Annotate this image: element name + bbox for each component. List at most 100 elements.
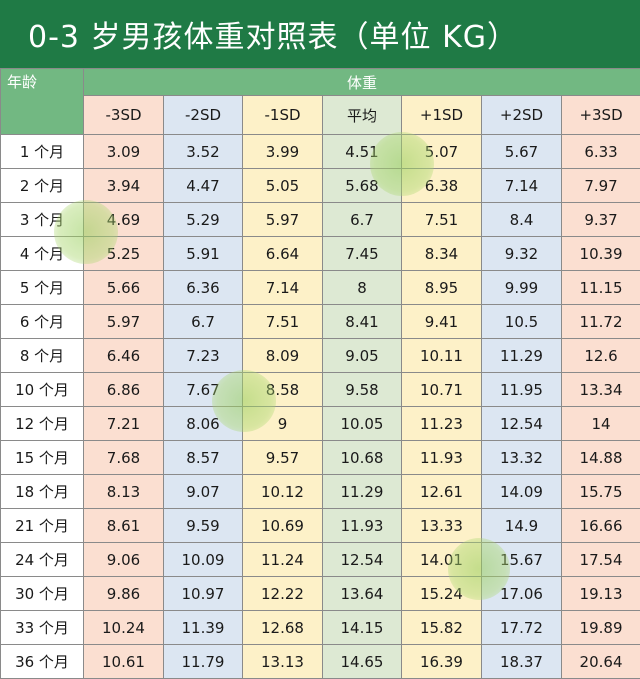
weight-value-cell: 10.68 <box>323 441 402 475</box>
weight-value-cell: 11.79 <box>164 645 243 679</box>
weight-value-cell: 7.67 <box>164 373 243 407</box>
weight-value-cell: 7.21 <box>84 407 164 441</box>
weight-value-cell: 9.57 <box>243 441 323 475</box>
weight-value-cell: 10.71 <box>402 373 482 407</box>
weight-value-cell: 3.99 <box>243 135 323 169</box>
weight-value-cell: 7.68 <box>84 441 164 475</box>
weight-value-cell: 6.7 <box>323 203 402 237</box>
weight-value-cell: 10.12 <box>243 475 323 509</box>
age-cell: 15 个月 <box>1 441 84 475</box>
weight-value-cell: 11.39 <box>164 611 243 645</box>
age-cell: 4 个月 <box>1 237 84 271</box>
weight-value-cell: 16.66 <box>562 509 640 543</box>
weight-value-cell: 7.97 <box>562 169 640 203</box>
age-cell: 21 个月 <box>1 509 84 543</box>
weight-value-cell: 11.23 <box>402 407 482 441</box>
age-cell: 18 个月 <box>1 475 84 509</box>
weight-value-cell: 5.97 <box>84 305 164 339</box>
weight-value-cell: 8 <box>323 271 402 305</box>
weight-value-cell: 13.32 <box>482 441 562 475</box>
weight-value-cell: 10.11 <box>402 339 482 373</box>
weight-value-cell: 9.99 <box>482 271 562 305</box>
weight-value-cell: 7.14 <box>243 271 323 305</box>
weight-value-cell: 11.15 <box>562 271 640 305</box>
weight-value-cell: 9.05 <box>323 339 402 373</box>
weight-value-cell: 6.46 <box>84 339 164 373</box>
weight-value-cell: 12.22 <box>243 577 323 611</box>
weight-value-cell: 5.05 <box>243 169 323 203</box>
weight-value-cell: 9.41 <box>402 305 482 339</box>
weight-value-cell: 13.64 <box>323 577 402 611</box>
weight-value-cell: 6.64 <box>243 237 323 271</box>
weight-value-cell: 8.13 <box>84 475 164 509</box>
weight-value-cell: 4.69 <box>84 203 164 237</box>
sd-column-header: -1SD <box>243 96 323 135</box>
weight-value-cell: 8.57 <box>164 441 243 475</box>
weight-value-cell: 9.07 <box>164 475 243 509</box>
weight-value-cell: 9.37 <box>562 203 640 237</box>
weight-value-cell: 12.61 <box>402 475 482 509</box>
age-header: 年龄 <box>1 69 84 135</box>
weight-value-cell: 5.66 <box>84 271 164 305</box>
weight-value-cell: 9 <box>243 407 323 441</box>
sd-column-header: -2SD <box>164 96 243 135</box>
weight-value-cell: 5.68 <box>323 169 402 203</box>
weight-value-cell: 20.64 <box>562 645 640 679</box>
weight-value-cell: 8.4 <box>482 203 562 237</box>
sd-column-header: -3SD <box>84 96 164 135</box>
weight-value-cell: 12.54 <box>482 407 562 441</box>
weight-value-cell: 17.72 <box>482 611 562 645</box>
weight-value-cell: 11.24 <box>243 543 323 577</box>
weight-value-cell: 14.88 <box>562 441 640 475</box>
weight-value-cell: 7.51 <box>243 305 323 339</box>
weight-value-cell: 3.09 <box>84 135 164 169</box>
weight-value-cell: 12.68 <box>243 611 323 645</box>
age-cell: 12 个月 <box>1 407 84 441</box>
weight-value-cell: 15.24 <box>402 577 482 611</box>
weight-value-cell: 5.07 <box>402 135 482 169</box>
weight-value-cell: 14.01 <box>402 543 482 577</box>
weight-value-cell: 10.5 <box>482 305 562 339</box>
weight-value-cell: 11.93 <box>323 509 402 543</box>
weight-value-cell: 6.33 <box>562 135 640 169</box>
weight-header: 体重 <box>84 69 640 96</box>
weight-value-cell: 17.54 <box>562 543 640 577</box>
age-cell: 1 个月 <box>1 135 84 169</box>
weight-value-cell: 9.06 <box>84 543 164 577</box>
weight-value-cell: 19.89 <box>562 611 640 645</box>
age-cell: 6 个月 <box>1 305 84 339</box>
weight-value-cell: 12.6 <box>562 339 640 373</box>
weight-value-cell: 16.39 <box>402 645 482 679</box>
age-cell: 33 个月 <box>1 611 84 645</box>
weight-value-cell: 5.97 <box>243 203 323 237</box>
weight-value-cell: 9.58 <box>323 373 402 407</box>
weight-value-cell: 11.29 <box>482 339 562 373</box>
weight-value-cell: 5.29 <box>164 203 243 237</box>
age-cell: 3 个月 <box>1 203 84 237</box>
weight-value-cell: 14.15 <box>323 611 402 645</box>
weight-value-cell: 8.95 <box>402 271 482 305</box>
weight-value-cell: 8.41 <box>323 305 402 339</box>
weight-value-cell: 10.05 <box>323 407 402 441</box>
weight-value-cell: 17.06 <box>482 577 562 611</box>
weight-value-cell: 12.54 <box>323 543 402 577</box>
weight-value-cell: 13.34 <box>562 373 640 407</box>
weight-value-cell: 15.82 <box>402 611 482 645</box>
weight-value-cell: 15.67 <box>482 543 562 577</box>
weight-value-cell: 8.34 <box>402 237 482 271</box>
sd-column-header: +2SD <box>482 96 562 135</box>
